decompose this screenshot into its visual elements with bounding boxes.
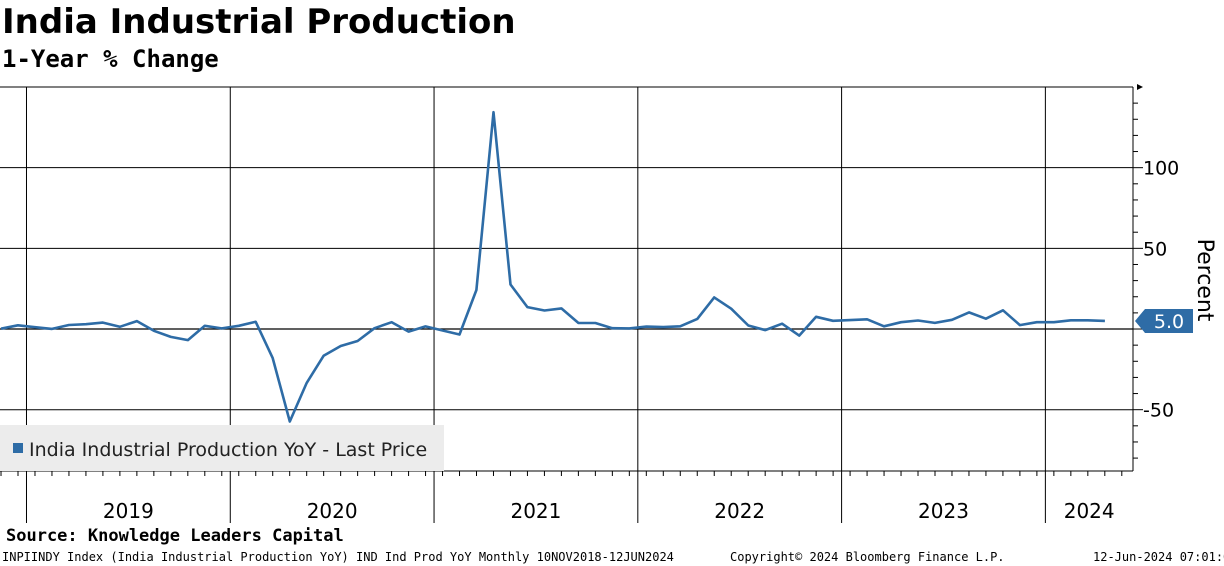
x-year-label: 2020 [307, 499, 358, 523]
footer-timestamp: 12-Jun-2024 07:01:09 [1093, 550, 1224, 564]
chart-title: India Industrial Production [2, 2, 516, 42]
last-value-tag [1135, 308, 1193, 333]
y-axis-label: Percent [1192, 239, 1217, 322]
x-year-label: 2022 [714, 499, 765, 523]
y-axis-arrow [1137, 84, 1143, 90]
legend-swatch [13, 443, 23, 453]
footer-index-info: INPIINDY Index (India Industrial Product… [2, 550, 674, 564]
series-line [0, 110, 1105, 423]
last-value-label: 5.0 [1154, 311, 1184, 333]
x-year-label: 2021 [510, 499, 561, 523]
footer-copyright: Copyright© 2024 Bloomberg Finance L.P. [730, 550, 1005, 564]
chart-subtitle: 1-Year % Change [2, 45, 219, 73]
last-value-marker: 5.0 [1135, 308, 1193, 333]
y-tick-label: 50 [1143, 238, 1167, 260]
axes: -50 50 100 Percent 2019 2020 2021 2022 2023 2024 [0, 84, 1217, 523]
x-year-label: 2024 [1064, 499, 1115, 523]
x-year-label: 2023 [918, 499, 969, 523]
legend-entry: India Industrial Production YoY - Last P… [29, 439, 427, 461]
x-year-label: 2019 [103, 499, 154, 523]
legend: India Industrial Production YoY - Last P… [0, 425, 444, 471]
source-note: Source: Knowledge Leaders Capital [6, 526, 344, 546]
y-tick-label: -50 [1143, 400, 1174, 422]
legend-box [0, 425, 444, 471]
y-tick-label: 100 [1143, 158, 1179, 180]
series-layer [0, 110, 1105, 423]
